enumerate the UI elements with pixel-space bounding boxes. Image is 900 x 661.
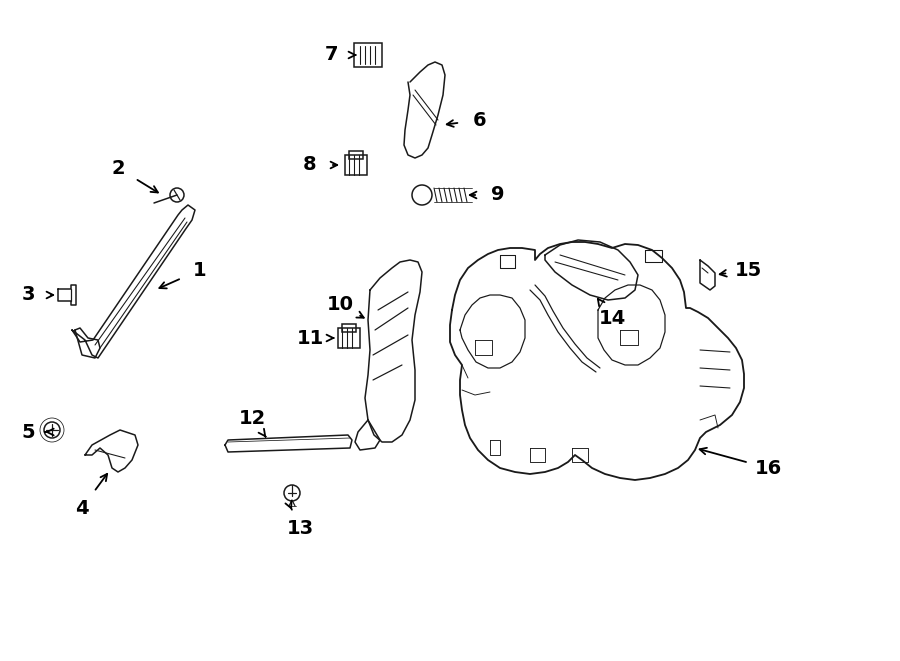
Text: 3: 3: [22, 286, 35, 305]
Text: 12: 12: [238, 408, 266, 428]
Text: 14: 14: [598, 309, 625, 327]
Text: 6: 6: [473, 110, 487, 130]
Bar: [354, 43, 382, 67]
Text: 2: 2: [112, 159, 125, 178]
Text: 16: 16: [754, 459, 781, 477]
Text: 11: 11: [296, 329, 324, 348]
Text: 9: 9: [491, 186, 505, 204]
Text: 10: 10: [327, 295, 354, 315]
Bar: [349, 151, 363, 159]
Bar: [342, 324, 356, 332]
Text: 8: 8: [303, 155, 317, 175]
Text: 1: 1: [194, 260, 207, 280]
Text: 4: 4: [76, 498, 89, 518]
Bar: [345, 155, 367, 175]
Text: 7: 7: [325, 46, 338, 65]
Text: 5: 5: [22, 422, 35, 442]
Text: 15: 15: [734, 260, 761, 280]
Bar: [338, 328, 360, 348]
Text: 13: 13: [286, 518, 313, 537]
